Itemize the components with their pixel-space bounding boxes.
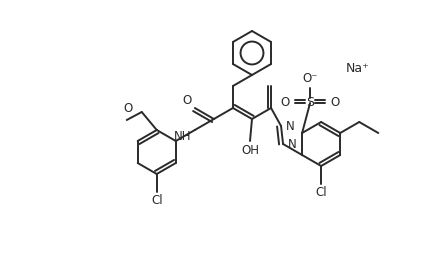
Text: OH: OH: [241, 144, 259, 156]
Text: Na⁺: Na⁺: [346, 62, 370, 75]
Text: Cl: Cl: [151, 195, 162, 208]
Text: Cl: Cl: [315, 186, 327, 199]
Text: O: O: [330, 96, 340, 109]
Text: N: N: [286, 120, 295, 133]
Text: N: N: [288, 137, 296, 150]
Text: NH: NH: [174, 130, 192, 143]
Text: O: O: [281, 96, 290, 109]
Text: O: O: [182, 95, 192, 108]
Text: S: S: [306, 96, 314, 109]
Text: O: O: [123, 102, 133, 115]
Text: O⁻: O⁻: [302, 72, 318, 85]
